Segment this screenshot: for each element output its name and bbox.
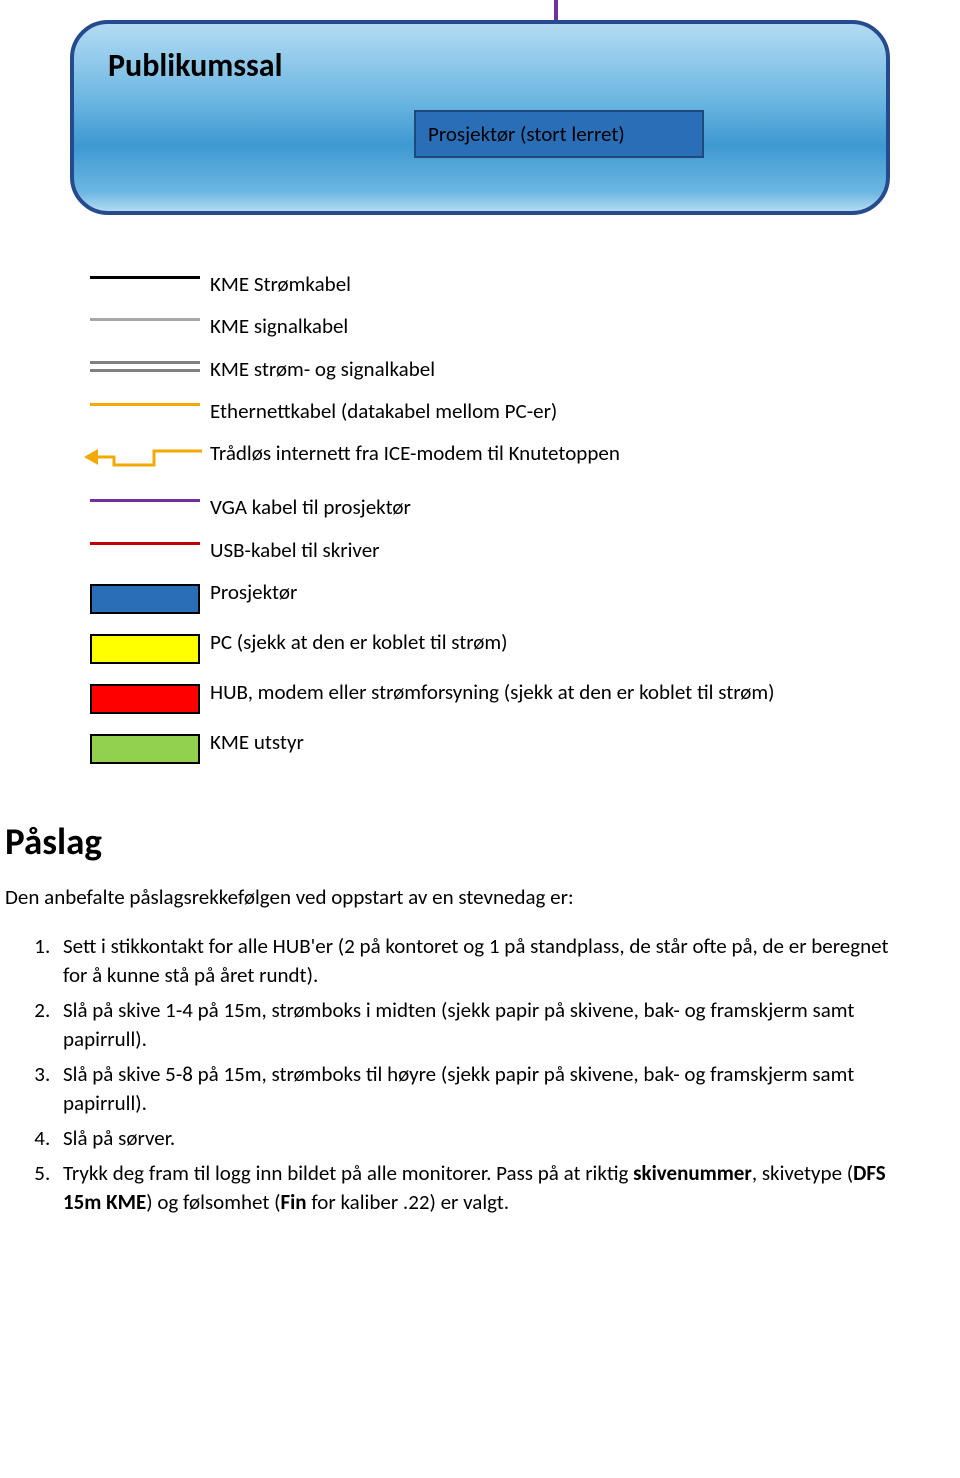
legend: KME Strømkabel KME signalkabel KME strøm- …: [80, 270, 890, 764]
step-item: Slå på skive 1-4 på 15m, strømboks i mid…: [55, 996, 890, 1054]
step-bold: skivenummer: [633, 1160, 752, 1186]
legend-label: Prosjektør: [210, 578, 297, 606]
legend-row: HUB, modem eller strømforsyning (sjekk a…: [80, 678, 890, 714]
step-bold: Fin: [281, 1189, 307, 1215]
step-item: Sett i stikkontakt for alle HUB'er (2 på…: [55, 932, 890, 990]
projector-large-screen-box: Prosjektør (stort lerret): [414, 110, 704, 158]
step-text: , skivetype (: [752, 1160, 853, 1186]
legend-row: VGA kabel til prosjektør: [80, 493, 890, 521]
legend-swatch: [80, 728, 210, 764]
legend-label: KME strøm- og signalkabel: [210, 355, 435, 383]
legend-label: VGA kabel til prosjektør: [210, 493, 411, 521]
legend-row: Ethernettkabel (datakabel mellom PC-er): [80, 397, 890, 425]
legend-swatch: [80, 439, 210, 479]
legend-label: KME utstyr: [210, 728, 304, 756]
legend-swatch: [80, 493, 210, 502]
legend-swatch: [80, 312, 210, 321]
legend-row: KME signalkabel: [80, 312, 890, 340]
legend-row: PC (sjekk at den er koblet til strøm): [80, 628, 890, 664]
publikumssal-title: Publikumssal: [108, 46, 282, 85]
legend-swatch: [80, 536, 210, 545]
legend-row: KME strøm- og signalkabel: [80, 355, 890, 383]
step-text: ) og følsomhet (: [146, 1189, 280, 1215]
legend-row: USB-kabel til skriver: [80, 536, 890, 564]
legend-swatch: [80, 270, 210, 279]
legend-label: HUB, modem eller strømforsyning (sjekk a…: [210, 678, 775, 706]
legend-swatch: [80, 578, 210, 614]
section-heading: Påslag: [5, 819, 890, 864]
legend-row: KME utstyr: [80, 728, 890, 764]
legend-swatch: [80, 628, 210, 664]
projector-large-screen-label: Prosjektør (stort lerret): [428, 121, 625, 147]
legend-label: KME Strømkabel: [210, 270, 351, 298]
step-item: Slå på skive 5-8 på 15m, strømboks til h…: [55, 1060, 890, 1118]
legend-label: PC (sjekk at den er koblet til strøm): [210, 628, 508, 656]
legend-label: USB-kabel til skriver: [210, 536, 380, 564]
legend-label: KME signalkabel: [210, 312, 348, 340]
legend-row: KME Strømkabel: [80, 270, 890, 298]
steps-list: Sett i stikkontakt for alle HUB'er (2 på…: [55, 932, 890, 1217]
legend-swatch: [80, 355, 210, 372]
publikumssal-box: Publikumssal Prosjektør (stort lerret): [70, 20, 890, 215]
legend-label: Trådløs internett fra ICE-modem til Knut…: [210, 439, 620, 467]
legend-label: Ethernettkabel (datakabel mellom PC-er): [210, 397, 557, 425]
legend-swatch: [80, 397, 210, 406]
step-text: for kaliber .22) er valgt.: [307, 1189, 509, 1215]
step-item: Trykk deg fram til logg inn bildet på al…: [55, 1159, 890, 1217]
step-item: Slå på sørver.: [55, 1124, 890, 1153]
legend-row: Prosjektør: [80, 578, 890, 614]
legend-row: Trådløs internett fra ICE-modem til Knut…: [80, 439, 890, 479]
legend-swatch: [80, 678, 210, 714]
step-text: Trykk deg fram til logg inn bildet på al…: [63, 1160, 633, 1186]
section-intro: Den anbefalte påslagsrekkefølgen ved opp…: [5, 884, 890, 910]
